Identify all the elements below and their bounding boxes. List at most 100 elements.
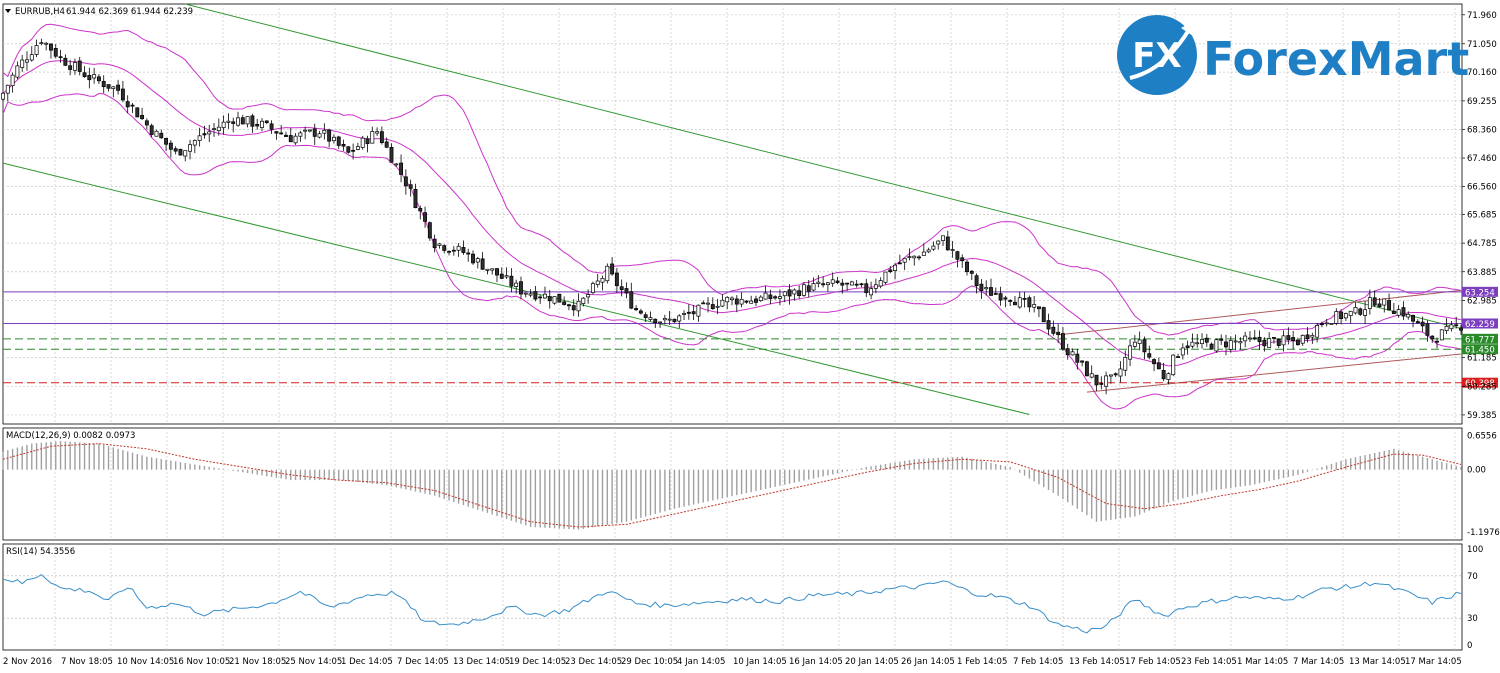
macd-signal-line bbox=[2, 443, 1462, 528]
candle-body bbox=[495, 268, 499, 276]
candle-body bbox=[1295, 339, 1300, 346]
candle-body bbox=[1358, 308, 1363, 315]
candle-body bbox=[543, 293, 547, 299]
candle-body bbox=[1363, 309, 1368, 316]
candle-body bbox=[192, 140, 197, 146]
price-axis-label: 67.460 bbox=[1467, 154, 1497, 164]
candle-body bbox=[912, 255, 917, 259]
candle-body bbox=[801, 284, 806, 296]
candle-body bbox=[96, 76, 101, 82]
candle-body bbox=[365, 138, 370, 145]
candle-body bbox=[619, 286, 624, 291]
time-axis-label: 10 Nov 14:05 bbox=[117, 657, 174, 667]
price-axis-label: 70.160 bbox=[1467, 68, 1497, 78]
candle-body bbox=[63, 57, 68, 66]
candle-body bbox=[168, 142, 173, 150]
candle-body bbox=[125, 101, 130, 108]
candle-body bbox=[1185, 345, 1190, 349]
candle-body bbox=[360, 137, 365, 148]
bollinger-lower-band bbox=[2, 93, 1462, 410]
time-axis-label: 4 Jan 14:05 bbox=[677, 657, 725, 667]
macd-title: MACD(12,26,9) 0.0082 0.0973 bbox=[6, 431, 135, 441]
candle-body bbox=[936, 240, 941, 245]
candle-body bbox=[207, 131, 212, 135]
candle-body bbox=[1, 92, 5, 100]
wedge-upper-line bbox=[1058, 289, 1462, 336]
time-axis-label: 1 Mar 14:05 bbox=[1237, 657, 1288, 667]
candle-body bbox=[336, 136, 341, 146]
candle-body bbox=[538, 296, 543, 299]
candle-body bbox=[1056, 331, 1061, 335]
candle-body bbox=[1276, 338, 1281, 346]
candle-body bbox=[58, 56, 63, 59]
candle-body bbox=[667, 318, 672, 321]
candle-body bbox=[1319, 323, 1324, 326]
candle-body bbox=[658, 321, 663, 324]
candle-body bbox=[53, 48, 58, 57]
time-axis-label: 20 Jan 14:05 bbox=[845, 657, 899, 667]
candle-body bbox=[835, 280, 840, 283]
candle-body bbox=[1104, 375, 1109, 387]
candle-body bbox=[1286, 335, 1291, 340]
candle-body bbox=[730, 297, 734, 301]
candle-body bbox=[77, 60, 82, 72]
candle-body bbox=[1454, 324, 1459, 327]
macd-axis-label: -1.1976 bbox=[1467, 528, 1500, 538]
level-price-label: 61.777 bbox=[1465, 335, 1495, 345]
candle-body bbox=[164, 137, 169, 145]
candle-body bbox=[432, 238, 437, 248]
candle-body bbox=[1439, 329, 1444, 341]
candle-body bbox=[87, 75, 92, 81]
candle-body bbox=[749, 300, 754, 304]
candle-body bbox=[519, 281, 523, 295]
candle-body bbox=[706, 302, 710, 305]
collapse-triangle-icon[interactable] bbox=[5, 9, 11, 13]
candle-body bbox=[427, 222, 432, 239]
candle-body bbox=[1022, 298, 1027, 300]
candle-body bbox=[1046, 320, 1051, 330]
candle-body bbox=[1075, 353, 1080, 363]
candle-body bbox=[1041, 307, 1046, 323]
wedge-lower-line bbox=[1086, 353, 1462, 393]
rsi-axis-label: 0 bbox=[1467, 641, 1472, 651]
candle-body bbox=[490, 268, 495, 271]
candle-body bbox=[1156, 362, 1161, 370]
candle-body bbox=[825, 282, 830, 286]
candle-body bbox=[873, 284, 878, 289]
candle-body bbox=[965, 261, 969, 273]
candle-body bbox=[1089, 373, 1094, 378]
candle-body bbox=[10, 74, 15, 87]
candle-body bbox=[806, 285, 811, 292]
candle-body bbox=[1137, 339, 1142, 344]
rsi-pane bbox=[2, 543, 1463, 651]
rsi-axis-label: 30 bbox=[1467, 614, 1478, 624]
candle-body bbox=[610, 263, 615, 275]
candle-body bbox=[408, 184, 413, 189]
time-axis-label: 21 Nov 18:05 bbox=[229, 657, 286, 667]
candle-body bbox=[20, 59, 25, 68]
candle-body bbox=[1329, 323, 1334, 325]
candle-body bbox=[1195, 342, 1200, 345]
candle-body bbox=[140, 115, 145, 120]
candle-body bbox=[197, 135, 202, 141]
candle-body bbox=[1108, 374, 1113, 377]
price-axis-label: 61.185 bbox=[1467, 354, 1497, 364]
candle-body bbox=[130, 104, 135, 107]
candle-body bbox=[173, 148, 178, 152]
candle-body bbox=[931, 245, 936, 250]
candle-body bbox=[960, 257, 965, 262]
candle-body bbox=[754, 298, 758, 303]
time-axis-label: 2 Nov 2016 bbox=[3, 657, 52, 667]
candle-body bbox=[566, 304, 571, 307]
rsi-axis-label: 70 bbox=[1467, 572, 1478, 582]
time-axis-label: 23 Feb 14:05 bbox=[1181, 657, 1237, 667]
candle-body bbox=[403, 176, 408, 187]
candle-body bbox=[624, 288, 629, 294]
candle-body bbox=[768, 294, 773, 300]
candle-body bbox=[466, 252, 471, 255]
candle-body bbox=[480, 258, 485, 270]
time-axis-label: 17 Mar 14:05 bbox=[1405, 657, 1462, 667]
candle-body bbox=[821, 283, 826, 286]
bollinger-middle-band bbox=[2, 60, 1462, 367]
